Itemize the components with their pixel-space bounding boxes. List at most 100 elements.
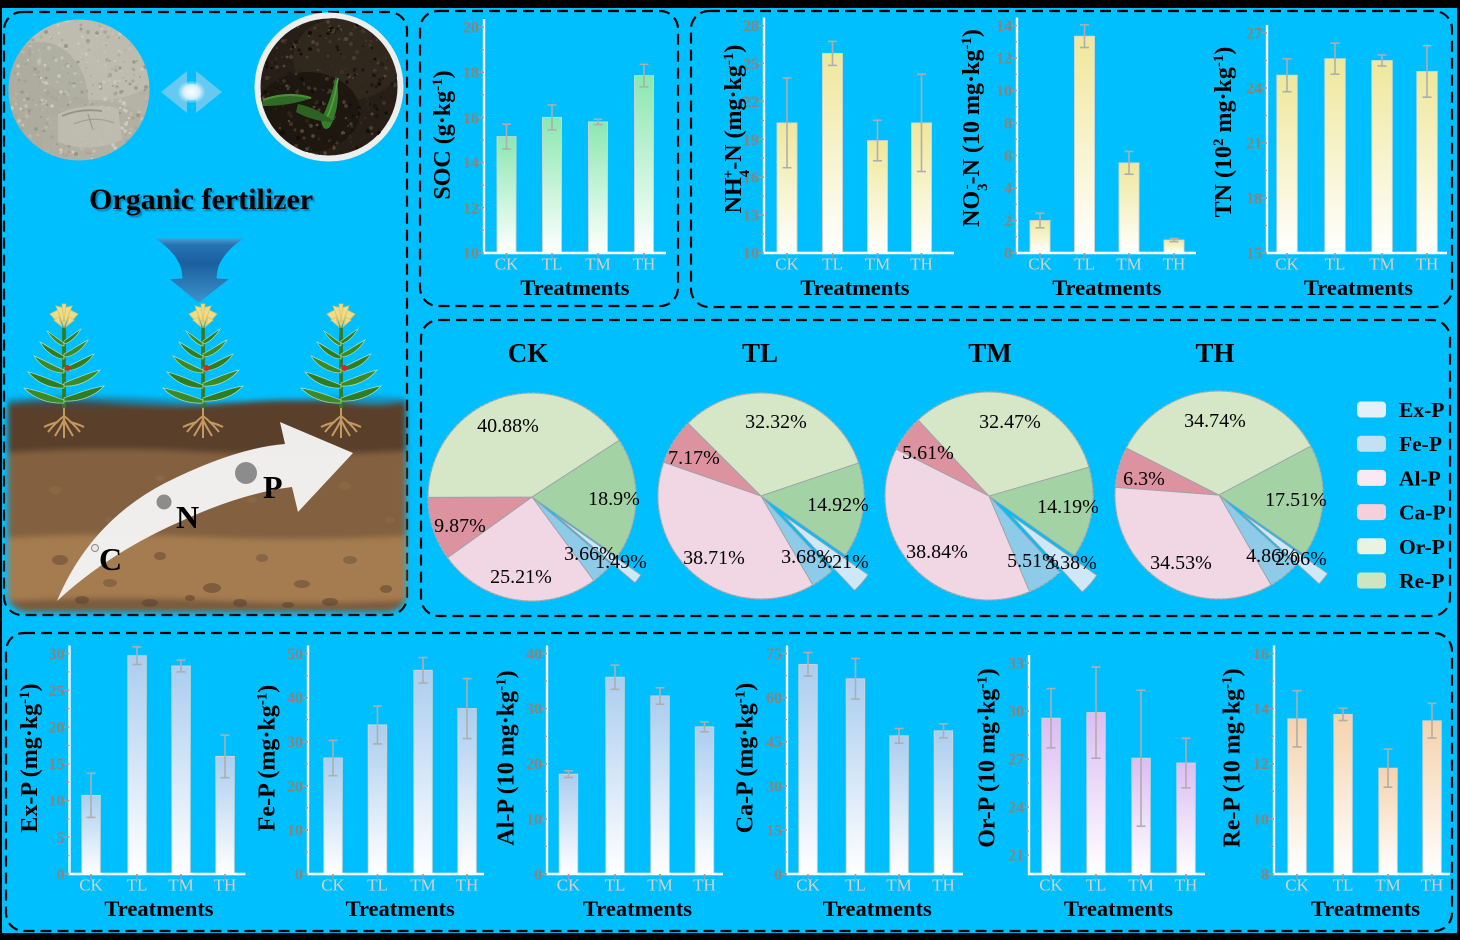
svg-text:18: 18 xyxy=(463,65,479,82)
svg-text:TM: TM xyxy=(168,876,194,895)
svg-text:0: 0 xyxy=(57,867,65,884)
svg-text:27: 27 xyxy=(1246,26,1262,43)
svg-text:2: 2 xyxy=(1004,213,1012,230)
svg-text:CK: CK xyxy=(1275,255,1299,274)
svg-text:Al-P (10 mg·kg-1): Al-P (10 mg·kg-1) xyxy=(494,670,520,845)
svg-text:Treatments: Treatments xyxy=(104,896,213,921)
svg-text:TM: TM xyxy=(585,255,611,274)
svg-text:5.51%: 5.51% xyxy=(1007,550,1059,572)
svg-text:P: P xyxy=(263,469,283,505)
svg-text:CK: CK xyxy=(1028,255,1052,274)
svg-text:CK: CK xyxy=(1039,876,1063,895)
svg-text:40: 40 xyxy=(526,646,542,663)
svg-text:25.21%: 25.21% xyxy=(490,566,552,588)
svg-text:TM: TM xyxy=(968,338,1012,368)
svg-text:16: 16 xyxy=(1253,646,1269,663)
svg-text:CK: CK xyxy=(321,876,345,895)
svg-text:Ex-P: Ex-P xyxy=(1399,398,1444,422)
svg-text:19: 19 xyxy=(743,132,759,149)
svg-text:N: N xyxy=(176,499,199,535)
svg-text:Treatments: Treatments xyxy=(1304,275,1413,300)
svg-text:SOC (g·kg-1): SOC (g·kg-1) xyxy=(430,70,456,199)
svg-text:3.38%: 3.38% xyxy=(1045,552,1097,574)
svg-text:Treatments: Treatments xyxy=(1052,275,1161,300)
svg-text:CK: CK xyxy=(79,876,103,895)
svg-text:TH: TH xyxy=(214,876,237,895)
svg-text:Ca-P: Ca-P xyxy=(1399,501,1446,525)
svg-text:Re-P: Re-P xyxy=(1399,569,1444,593)
svg-text:CK: CK xyxy=(495,255,519,274)
svg-text:TM: TM xyxy=(1128,876,1154,895)
svg-text:20: 20 xyxy=(463,20,479,37)
svg-text:Treatments: Treatments xyxy=(520,275,629,300)
svg-text:14.92%: 14.92% xyxy=(807,494,869,516)
svg-text:TH: TH xyxy=(932,876,955,895)
svg-text:CK: CK xyxy=(557,876,581,895)
svg-text:TL: TL xyxy=(1333,876,1354,895)
svg-text:4: 4 xyxy=(1004,181,1012,198)
svg-text:4.86%: 4.86% xyxy=(1246,545,1298,567)
svg-text:1.49%: 1.49% xyxy=(595,551,647,573)
svg-text:21: 21 xyxy=(1008,848,1024,865)
svg-text:TH: TH xyxy=(1195,338,1234,368)
svg-text:24: 24 xyxy=(1008,800,1024,817)
svg-text:TM: TM xyxy=(1116,255,1142,274)
svg-text:TL: TL xyxy=(542,255,563,274)
svg-text:CK: CK xyxy=(508,338,549,368)
svg-text:75: 75 xyxy=(766,646,782,663)
svg-text:Or-P: Or-P xyxy=(1399,535,1445,559)
svg-text:0: 0 xyxy=(774,867,782,884)
svg-text:9.87%: 9.87% xyxy=(434,515,486,537)
svg-text:20: 20 xyxy=(526,756,542,773)
svg-text:Treatments: Treatments xyxy=(823,896,932,921)
svg-text:TM: TM xyxy=(647,876,673,895)
svg-text:TH: TH xyxy=(693,876,716,895)
svg-text:60: 60 xyxy=(766,690,782,707)
svg-text:22: 22 xyxy=(743,94,759,111)
svg-text:40: 40 xyxy=(287,690,303,707)
svg-text:TM: TM xyxy=(410,876,436,895)
svg-text:TH: TH xyxy=(1416,255,1439,274)
svg-text:34.53%: 34.53% xyxy=(1150,552,1212,574)
svg-text:14: 14 xyxy=(996,18,1012,35)
svg-text:8: 8 xyxy=(1261,867,1269,884)
svg-text:18.9%: 18.9% xyxy=(588,488,640,510)
svg-text:2.06%: 2.06% xyxy=(1275,548,1327,570)
svg-text:15: 15 xyxy=(766,822,782,839)
svg-text:TL: TL xyxy=(605,876,626,895)
svg-text:0: 0 xyxy=(295,867,303,884)
svg-text:33: 33 xyxy=(1008,656,1024,673)
svg-text:3.66%: 3.66% xyxy=(564,543,616,565)
svg-text:TL: TL xyxy=(127,876,148,895)
svg-text:TH: TH xyxy=(456,876,479,895)
svg-text:20: 20 xyxy=(49,720,65,737)
svg-text:50: 50 xyxy=(287,646,303,663)
svg-text:Treatments: Treatments xyxy=(800,275,909,300)
svg-text:TM: TM xyxy=(1375,876,1401,895)
svg-text:0: 0 xyxy=(1004,246,1012,263)
svg-text:TH: TH xyxy=(633,255,656,274)
svg-text:24: 24 xyxy=(1246,81,1262,98)
svg-text:Organic fertilizer: Organic fertilizer xyxy=(89,183,313,216)
svg-text:10: 10 xyxy=(743,246,759,263)
svg-text:TH: TH xyxy=(910,255,933,274)
svg-text:40.88%: 40.88% xyxy=(477,415,539,437)
svg-text:TM: TM xyxy=(1369,255,1395,274)
svg-text:38.84%: 38.84% xyxy=(906,541,968,563)
svg-text:C: C xyxy=(99,541,122,577)
svg-text:Ca-P (mg·kg-1): Ca-P (mg·kg-1) xyxy=(733,683,759,834)
svg-text:6: 6 xyxy=(1004,148,1012,165)
svg-text:14: 14 xyxy=(463,155,479,172)
svg-text:Al-P: Al-P xyxy=(1399,466,1441,490)
svg-text:17.51%: 17.51% xyxy=(1265,489,1327,511)
svg-text:Treatments: Treatments xyxy=(346,896,455,921)
svg-text:12: 12 xyxy=(996,51,1012,68)
svg-text:25: 25 xyxy=(743,56,759,73)
svg-text:TH: TH xyxy=(1163,255,1186,274)
svg-text:Treatments: Treatments xyxy=(1311,896,1420,921)
svg-text:TL: TL xyxy=(822,255,843,274)
svg-text:CK: CK xyxy=(796,876,820,895)
svg-text:6.3%: 6.3% xyxy=(1123,468,1165,490)
svg-text:30: 30 xyxy=(1008,704,1024,721)
svg-text:TL: TL xyxy=(1086,876,1107,895)
